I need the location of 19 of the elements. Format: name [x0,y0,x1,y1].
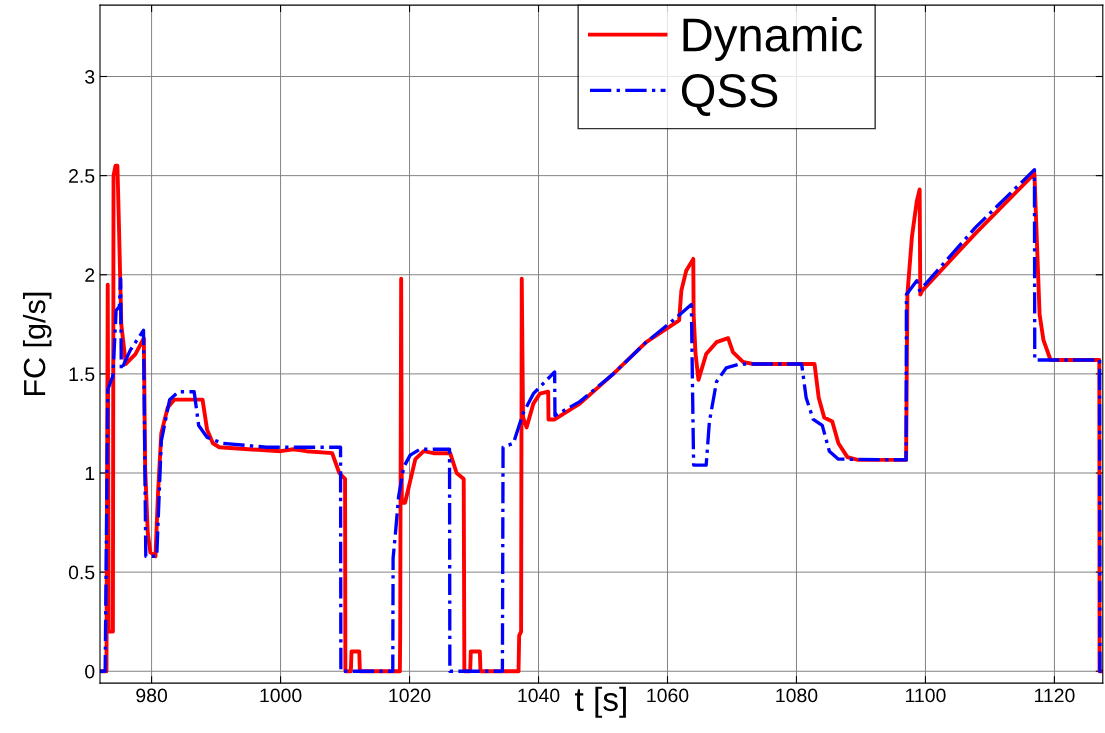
y-tick-label: 2 [85,268,95,282]
x-tick-label: 980 [136,688,168,703]
x-axis-title: t [s] [575,686,626,718]
x-tick-label: 1120 [1035,688,1075,703]
legend-label: QSS [681,74,778,116]
y-tick-label: 0.5 [68,565,95,580]
x-tick-label: 1000 [260,688,302,703]
x-tick-label: 1040 [518,688,560,703]
y-tick-label: 0 [85,664,95,679]
x-tick-label: 1100 [906,688,946,703]
y-tick-label: 3 [85,69,95,84]
x-tick-label: 1080 [776,688,818,703]
y-tick-label: 1.5 [69,367,95,382]
x-tick-label: 1020 [389,688,431,703]
text: Dynamic [683,16,863,61]
x-tick-label: 1060 [647,688,689,703]
y-axis-title: FC [g/s] [22,292,52,396]
y-tick-label: 2.5 [69,169,95,183]
y-tick-label: 1 [85,466,95,481]
